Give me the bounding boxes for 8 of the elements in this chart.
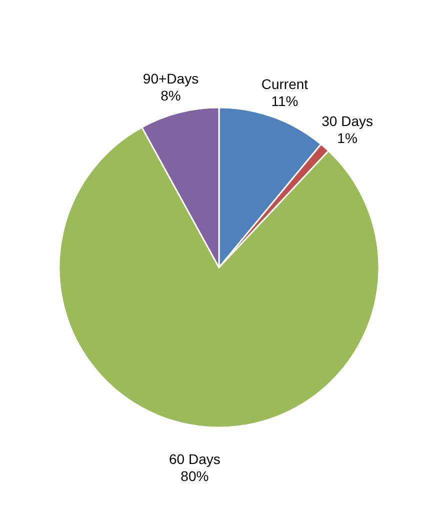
slice-label: 30 Days [322, 112, 373, 129]
data-label: 1% [337, 130, 358, 146]
slice-label: Current [261, 76, 308, 92]
data-label: 8% [160, 88, 181, 104]
data-label: 11% [271, 92, 298, 109]
data-label: 80% [180, 468, 209, 484]
slice-label: 90+Days [142, 70, 199, 87]
slice-label: 60 Days [169, 450, 220, 467]
